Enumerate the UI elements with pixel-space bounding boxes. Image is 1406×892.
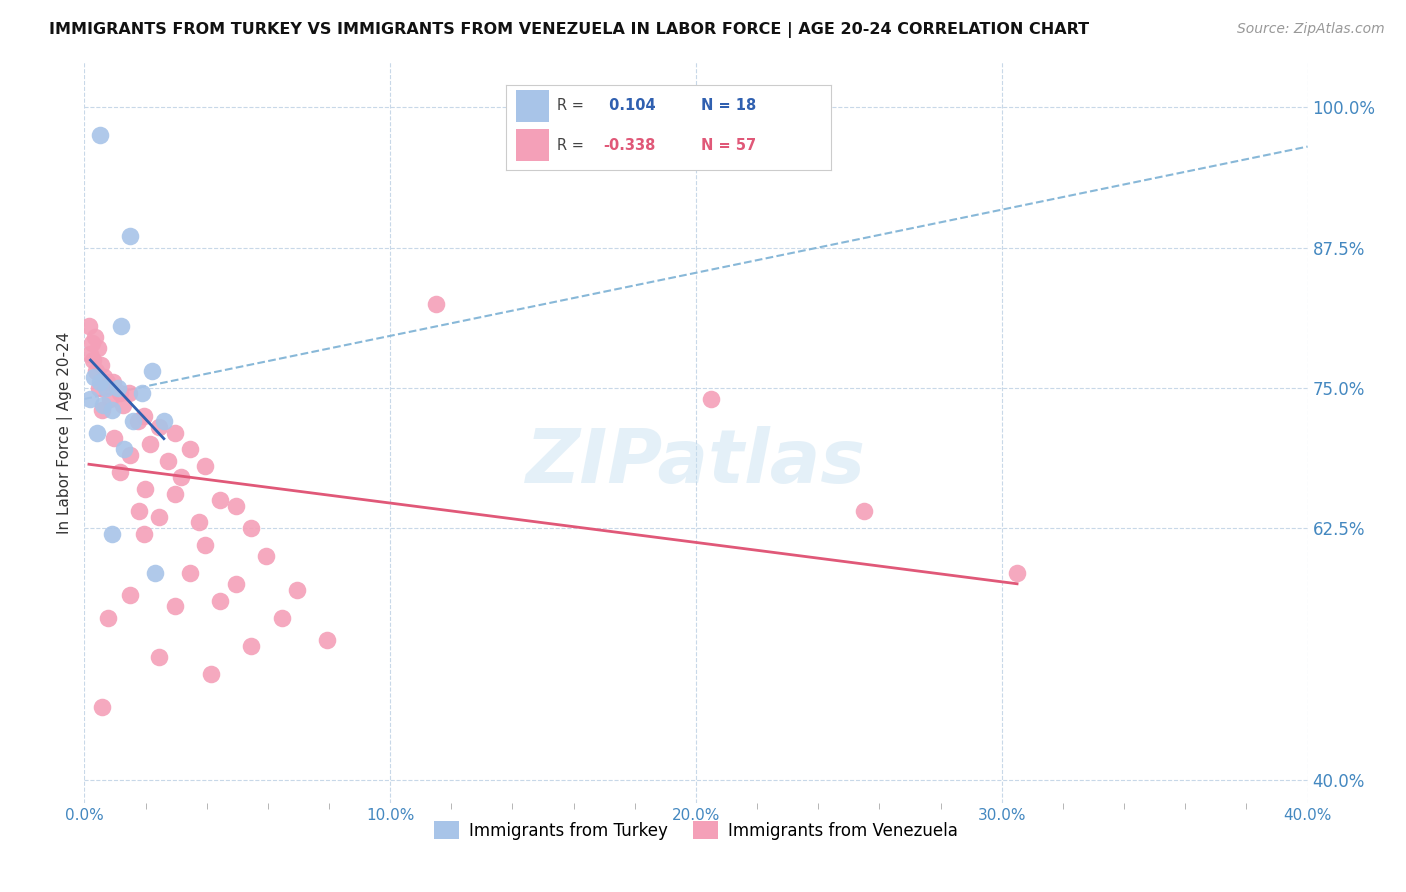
Point xyxy=(118,448,141,462)
Point xyxy=(98,392,121,406)
Point xyxy=(103,375,125,389)
Point xyxy=(148,509,170,524)
Point xyxy=(285,582,308,597)
Point xyxy=(240,521,263,535)
Point xyxy=(111,398,134,412)
Point xyxy=(139,437,162,451)
Point xyxy=(90,359,112,373)
Point xyxy=(143,566,166,580)
Point xyxy=(89,375,111,389)
Point xyxy=(240,639,263,653)
Point xyxy=(153,414,176,428)
Point xyxy=(79,347,101,361)
Point xyxy=(131,386,153,401)
Text: IMMIGRANTS FROM TURKEY VS IMMIGRANTS FROM VENEZUELA IN LABOR FORCE | AGE 20-24 C: IMMIGRANTS FROM TURKEY VS IMMIGRANTS FRO… xyxy=(49,22,1090,38)
Point xyxy=(134,482,156,496)
Point xyxy=(194,459,217,474)
Point xyxy=(316,633,339,648)
Point xyxy=(209,492,232,507)
Point xyxy=(101,403,124,417)
Point xyxy=(120,229,142,244)
Point xyxy=(700,392,723,406)
Point xyxy=(132,526,155,541)
Point xyxy=(112,442,135,457)
Point xyxy=(148,420,170,434)
Point xyxy=(254,549,277,563)
Point xyxy=(89,128,111,143)
Point xyxy=(127,414,149,428)
Point xyxy=(94,381,117,395)
Legend: Immigrants from Turkey, Immigrants from Venezuela: Immigrants from Turkey, Immigrants from … xyxy=(427,814,965,847)
Point xyxy=(853,504,876,518)
Point xyxy=(128,504,150,518)
Point xyxy=(91,403,114,417)
Point xyxy=(77,319,100,334)
Point xyxy=(179,442,201,457)
Point xyxy=(148,650,170,665)
Point xyxy=(97,610,120,624)
Point xyxy=(82,352,104,367)
Point xyxy=(91,398,114,412)
Point xyxy=(157,453,180,467)
Point xyxy=(122,414,145,428)
Point xyxy=(194,538,217,552)
Point xyxy=(83,369,105,384)
Point xyxy=(163,487,186,501)
Point xyxy=(425,296,447,310)
Point xyxy=(107,381,129,395)
Point xyxy=(188,516,211,530)
Point xyxy=(225,577,247,591)
Point xyxy=(103,431,125,445)
Point xyxy=(179,566,201,580)
Point xyxy=(91,700,114,714)
Point xyxy=(141,364,163,378)
Point xyxy=(79,392,101,406)
Point xyxy=(1005,566,1028,580)
Point xyxy=(108,386,131,401)
Point xyxy=(93,369,115,384)
Point xyxy=(101,526,124,541)
Point xyxy=(86,425,108,440)
Point xyxy=(170,470,193,484)
Point xyxy=(87,342,110,356)
Point xyxy=(163,425,186,440)
Point xyxy=(163,599,186,614)
Point xyxy=(209,594,232,608)
Point xyxy=(84,364,107,378)
Point xyxy=(96,375,118,389)
Point xyxy=(80,335,103,350)
Point xyxy=(87,381,110,395)
Point xyxy=(132,409,155,423)
Point xyxy=(200,666,222,681)
Point xyxy=(118,588,141,602)
Point xyxy=(110,319,132,334)
Point xyxy=(225,499,247,513)
Text: ZIPatlas: ZIPatlas xyxy=(526,425,866,499)
Text: Source: ZipAtlas.com: Source: ZipAtlas.com xyxy=(1237,22,1385,37)
Point xyxy=(84,330,107,344)
Point xyxy=(270,610,292,624)
Point xyxy=(110,465,132,479)
Y-axis label: In Labor Force | Age 20-24: In Labor Force | Age 20-24 xyxy=(58,332,73,533)
Point xyxy=(118,386,141,401)
